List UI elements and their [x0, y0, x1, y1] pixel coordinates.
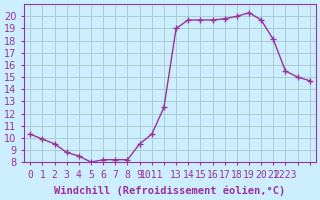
- X-axis label: Windchill (Refroidissement éolien,°C): Windchill (Refroidissement éolien,°C): [54, 185, 286, 196]
